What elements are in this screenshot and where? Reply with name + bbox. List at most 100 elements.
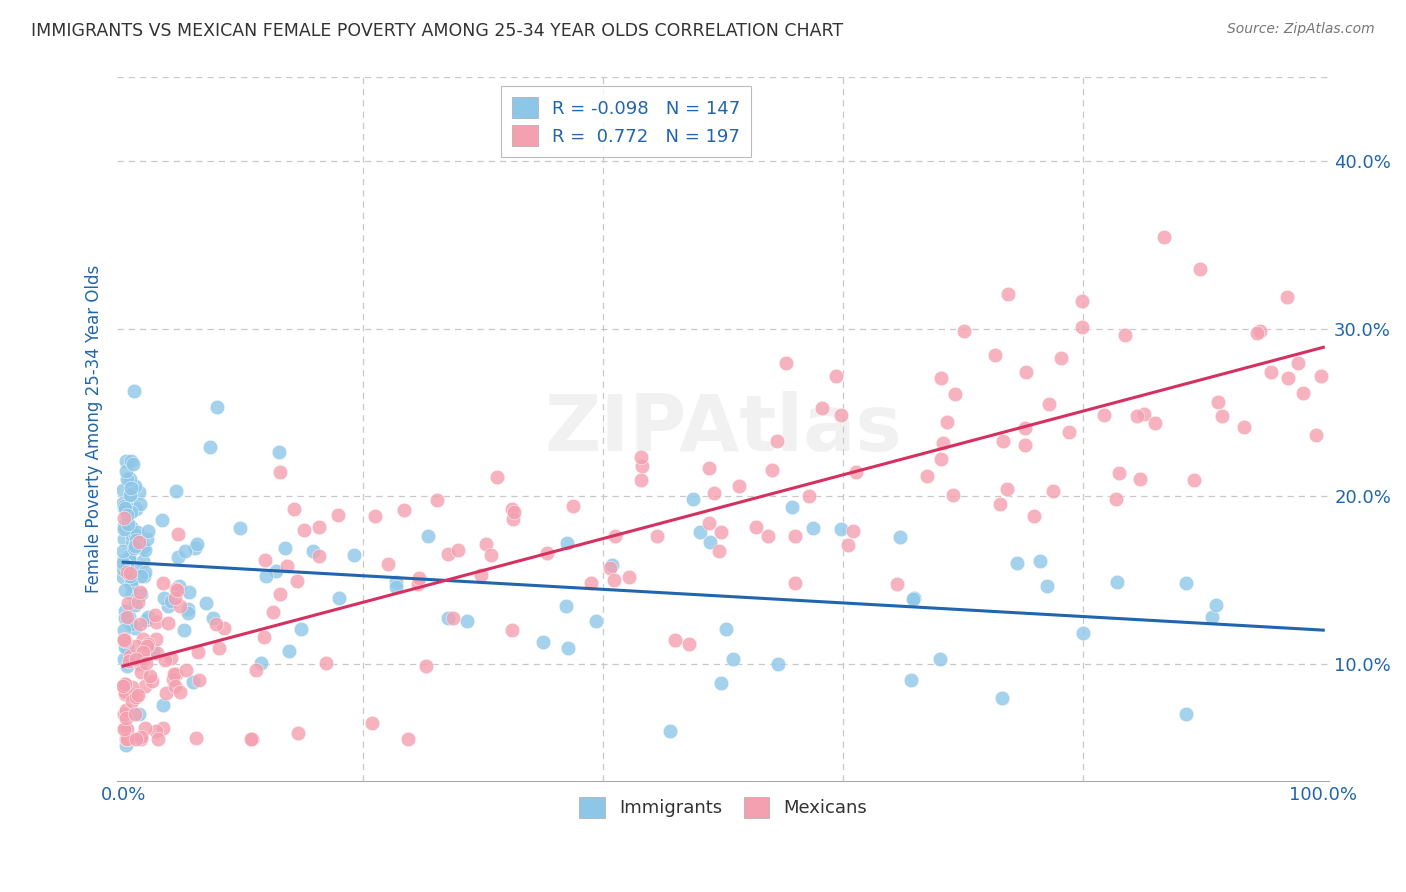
Point xyxy=(125,560,148,574)
Point xyxy=(127,595,149,609)
Point xyxy=(136,637,159,651)
Point xyxy=(166,583,188,598)
Point xyxy=(1049,351,1071,365)
Point xyxy=(118,472,141,486)
Point xyxy=(1133,407,1156,421)
Point xyxy=(408,577,430,591)
Point xyxy=(290,622,312,636)
Point xyxy=(159,651,181,665)
Point xyxy=(120,575,142,590)
Point xyxy=(1029,554,1052,568)
Point xyxy=(245,663,267,677)
Point xyxy=(585,614,607,628)
Point xyxy=(128,584,150,599)
Point xyxy=(115,498,138,512)
Point xyxy=(117,732,139,747)
Point xyxy=(536,546,558,560)
Point xyxy=(437,611,460,625)
Point xyxy=(1286,356,1309,370)
Point xyxy=(162,672,184,686)
Point xyxy=(115,739,138,753)
Point xyxy=(121,586,143,600)
Point xyxy=(1233,419,1256,434)
Point xyxy=(128,535,150,549)
Point xyxy=(830,522,852,536)
Point xyxy=(254,569,277,583)
Point xyxy=(479,548,502,562)
Point xyxy=(128,707,150,722)
Point xyxy=(710,524,733,539)
Point xyxy=(1126,409,1149,424)
Point xyxy=(756,529,779,543)
Text: IMMIGRANTS VS MEXICAN FEMALE POVERTY AMONG 25-34 YEAR OLDS CORRELATION CHART: IMMIGRANTS VS MEXICAN FEMALE POVERTY AMO… xyxy=(31,22,844,40)
Point xyxy=(269,465,291,479)
Point xyxy=(121,528,143,542)
Point xyxy=(150,513,173,527)
Point xyxy=(240,732,263,747)
Point xyxy=(1246,326,1268,341)
Point xyxy=(991,690,1014,705)
Point xyxy=(129,617,152,632)
Point xyxy=(118,654,141,668)
Point xyxy=(1015,365,1038,379)
Point xyxy=(118,549,141,564)
Point xyxy=(134,721,156,735)
Point xyxy=(1153,230,1175,244)
Point xyxy=(1038,397,1060,411)
Point xyxy=(129,657,152,671)
Point xyxy=(181,675,204,690)
Point xyxy=(426,492,449,507)
Point xyxy=(115,472,138,486)
Point xyxy=(308,519,330,533)
Point xyxy=(953,324,976,338)
Point xyxy=(202,611,225,625)
Point xyxy=(118,648,141,663)
Point xyxy=(163,679,186,693)
Point xyxy=(120,454,142,468)
Point xyxy=(630,450,652,464)
Point xyxy=(385,580,408,594)
Point xyxy=(208,640,231,655)
Point xyxy=(125,524,148,539)
Point xyxy=(122,541,145,556)
Point xyxy=(145,632,167,647)
Point xyxy=(112,570,135,584)
Point xyxy=(689,524,711,539)
Point xyxy=(131,665,153,680)
Point xyxy=(997,286,1019,301)
Point xyxy=(697,516,720,531)
Point xyxy=(146,732,169,747)
Point xyxy=(114,711,136,725)
Point xyxy=(112,706,135,721)
Point xyxy=(114,676,136,690)
Point xyxy=(131,540,153,554)
Point xyxy=(825,369,848,384)
Point xyxy=(128,497,150,511)
Point xyxy=(501,624,523,638)
Point xyxy=(142,642,165,657)
Text: ZIPAtlas: ZIPAtlas xyxy=(544,392,903,467)
Point xyxy=(714,622,737,636)
Point xyxy=(797,489,820,503)
Point xyxy=(163,666,186,681)
Point xyxy=(115,454,138,468)
Point xyxy=(1129,472,1152,486)
Point xyxy=(474,537,496,551)
Point xyxy=(120,577,142,591)
Point xyxy=(124,528,146,542)
Point xyxy=(562,499,585,513)
Point xyxy=(253,630,276,644)
Point xyxy=(1189,262,1212,277)
Point xyxy=(114,500,136,515)
Point xyxy=(194,596,217,610)
Point xyxy=(112,678,135,692)
Point xyxy=(416,528,439,542)
Point xyxy=(114,687,136,701)
Point xyxy=(1022,508,1045,523)
Point xyxy=(931,436,953,450)
Point xyxy=(212,621,235,635)
Point xyxy=(122,458,145,472)
Point xyxy=(153,591,176,606)
Point xyxy=(118,487,141,501)
Point xyxy=(287,726,309,740)
